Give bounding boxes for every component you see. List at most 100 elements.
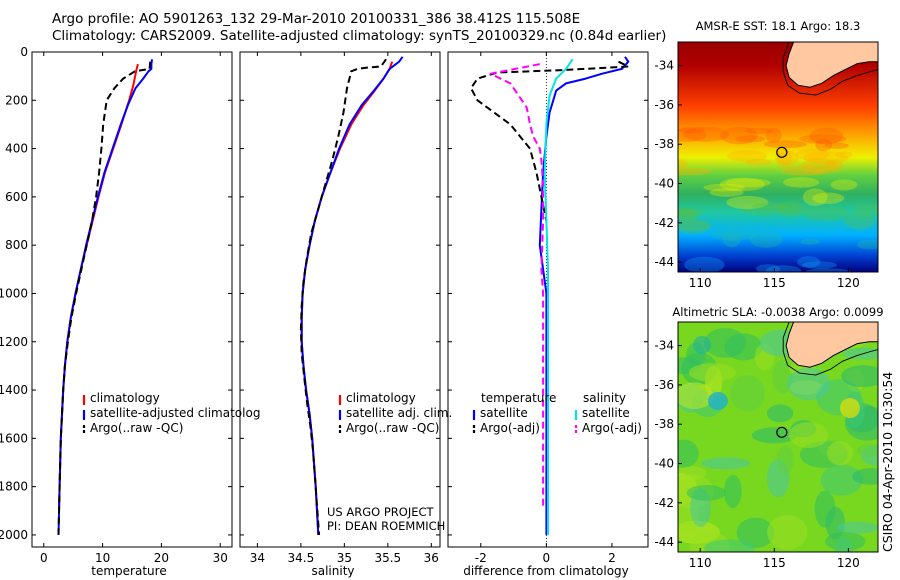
heatmap-texture <box>723 474 742 508</box>
heatmap-texture <box>766 404 794 423</box>
heatmap-texture <box>678 210 700 223</box>
series-line-satellite <box>538 56 630 535</box>
heatmap-texture <box>780 165 827 176</box>
y-tick-label: -38 <box>654 137 674 151</box>
sla-map-title: Altimetric SLA: -0.0038 Argo: 0.0099 <box>672 305 883 319</box>
series-line-climatology <box>58 63 139 507</box>
heatmap-texture <box>710 229 758 241</box>
sst-map-title: AMSR-E SST: 18.1 Argo: 18.3 <box>696 19 861 33</box>
x-tick-label: 110 <box>689 276 712 290</box>
heatmap-texture <box>678 167 712 176</box>
sla-map-panel: Altimetric SLA: -0.0038 Argo: 0.0099 110… <box>654 305 883 570</box>
heatmap-texture <box>800 158 838 175</box>
heatmap-texture <box>802 188 828 206</box>
difference-axes-frame <box>447 51 649 548</box>
y-tick-label: 0 <box>20 45 28 59</box>
heatmap-texture <box>802 261 837 269</box>
sst-heatmap-texture <box>678 126 878 301</box>
heatmap-texture <box>856 443 878 457</box>
australia-land <box>785 322 878 368</box>
heatmap-texture <box>735 288 759 295</box>
heatmap-texture <box>827 440 853 466</box>
series-line-argo-raw-qc- <box>57 61 152 535</box>
coastline-contour <box>782 42 878 96</box>
y-tick-label: -42 <box>654 496 674 510</box>
y-tick-label: 1400 <box>0 383 28 397</box>
salinity-lines <box>299 56 404 535</box>
project-annotation-line1: US ARGO PROJECT <box>327 505 435 519</box>
heatmap-texture <box>777 200 806 217</box>
heatmap-texture <box>727 150 767 163</box>
salinity-axes-frame <box>239 51 441 548</box>
heatmap-texture <box>678 382 714 410</box>
heatmap-texture <box>852 468 878 485</box>
series-line-argo-adj- <box>489 63 545 506</box>
heatmap-texture <box>678 219 712 231</box>
heatmap-texture <box>788 422 829 449</box>
australia-land <box>785 42 878 88</box>
coastline-contour <box>782 322 878 376</box>
heatmap-texture <box>703 183 745 192</box>
y-tick-label: -44 <box>654 255 674 269</box>
sst-map-frame <box>677 41 879 273</box>
heatmap-texture <box>778 202 803 215</box>
heatmap-texture <box>709 188 744 197</box>
heatmap-texture <box>843 212 875 230</box>
series-line-satellite-adj-clim- <box>300 56 404 535</box>
heatmap-texture <box>726 195 769 210</box>
difference-ticks: -2 0 2 <box>448 51 648 565</box>
heatmap-texture <box>739 201 785 216</box>
heatmap-texture <box>708 392 728 410</box>
legend-label: satellite <box>582 406 630 420</box>
salinity-panel: 34 34.5 35 35.5 36 salinity climatologysatel… <box>239 51 452 578</box>
argo-float-marker <box>776 426 788 438</box>
y-tick-label: 200 <box>5 93 28 107</box>
plot-title-line1: Argo profile: AO 5901263_132 29-Mar-2010… <box>52 11 581 27</box>
series-line-argo-adj- <box>470 60 630 222</box>
heatmap-texture <box>840 398 860 418</box>
heatmap-texture <box>775 149 792 167</box>
x-tick-label: 34 <box>250 551 265 565</box>
heatmap-texture <box>719 177 765 192</box>
x-tick-label: 0 <box>543 551 551 565</box>
x-tick-label: 2 <box>608 551 616 565</box>
y-tick-label: -44 <box>654 535 674 549</box>
heatmap-texture <box>795 148 830 161</box>
heatmap-texture <box>730 375 765 412</box>
heatmap-texture <box>830 179 858 191</box>
heatmap-texture <box>736 517 775 549</box>
y-tick-label: -40 <box>654 177 674 191</box>
y-tick-label: 1200 <box>0 335 28 349</box>
heatmap-texture <box>678 220 710 235</box>
temperature-axes-frame <box>31 51 233 548</box>
sla-heatmap-texture <box>678 322 878 552</box>
legend-header-temperature: temperature <box>481 391 556 405</box>
heatmap-texture <box>678 208 697 218</box>
heatmap-texture <box>720 126 758 145</box>
heatmap-texture <box>724 333 763 361</box>
x-tick-label: 115 <box>763 556 786 570</box>
y-tick-label: 600 <box>5 190 28 204</box>
y-tick-label: 2000 <box>0 528 28 542</box>
heatmap-texture <box>727 290 759 301</box>
x-tick-label: 120 <box>837 556 860 570</box>
heatmap-texture <box>684 256 725 272</box>
heatmap-texture <box>835 151 853 159</box>
difference-legend: temperature salinitysatelliteArgo(-adj)sa… <box>472 391 642 435</box>
sst-map-panel: AMSR-E SST: 18.1 Argo: 18.3 110 115 120 -34… <box>654 19 879 301</box>
heatmap-texture <box>678 159 688 171</box>
x-tick-label: 115 <box>763 276 786 290</box>
heatmap-texture <box>843 347 878 360</box>
heatmap-texture <box>805 268 851 272</box>
heatmap-texture <box>791 285 829 293</box>
heatmap-texture <box>803 151 849 165</box>
heatmap-texture <box>783 177 820 188</box>
heatmap-texture <box>734 135 766 143</box>
temperature-lines <box>57 59 153 535</box>
heatmap-texture <box>763 140 807 149</box>
y-tick-label: -38 <box>654 417 674 431</box>
y-tick-label: 800 <box>5 238 28 252</box>
series-line-satellite <box>543 58 574 535</box>
legend-label: climatology <box>346 391 416 405</box>
